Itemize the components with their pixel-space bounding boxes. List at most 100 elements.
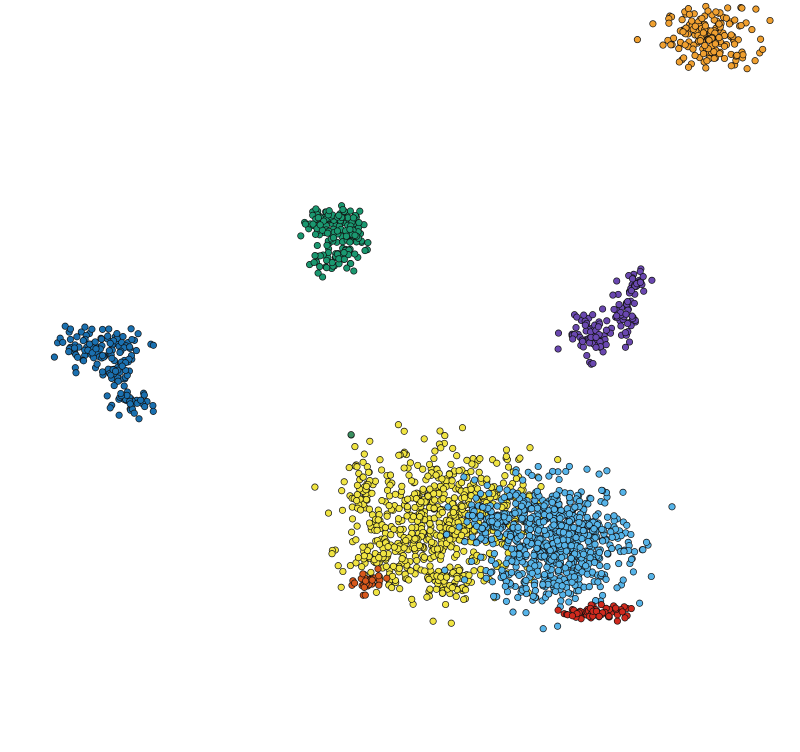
point-light-blue-lower-right-772 <box>494 512 502 520</box>
point-orange-top-right-162 <box>716 50 724 58</box>
point-yellow-lower-middle-541 <box>449 508 457 516</box>
point-light-blue-lower-right-516 <box>647 572 655 581</box>
point-yellow-lower-middle-676 <box>362 495 370 504</box>
point-light-blue-lower-right-639 <box>565 510 573 518</box>
point-yellow-lower-middle-538 <box>502 446 511 454</box>
point-yellow-lower-middle-688 <box>368 489 376 497</box>
point-green-upper-middle-175 <box>364 239 372 247</box>
point-yellow-lower-middle-523 <box>493 459 501 467</box>
point-yellow-lower-middle-431 <box>468 460 476 468</box>
point-light-blue-lower-right-765 <box>468 512 477 520</box>
point-yellow-lower-middle-103 <box>378 466 386 474</box>
point-light-blue-lower-right-548 <box>639 546 647 554</box>
point-light-blue-lower-right-520 <box>565 517 573 526</box>
point-purple-right-133 <box>630 299 638 307</box>
point-purple-right-54 <box>589 359 597 368</box>
point-orange-top-right-15 <box>724 4 732 12</box>
point-light-blue-lower-right-673 <box>585 521 593 529</box>
point-orange-top-right-153 <box>705 36 713 44</box>
point-purple-right-119 <box>636 278 644 286</box>
point-yellow-lower-middle-727 <box>432 585 440 593</box>
point-purple-right-86 <box>610 305 618 313</box>
point-orange-top-right-21 <box>720 54 729 63</box>
point-purple-right-134 <box>628 312 636 320</box>
point-orange-top-right-159 <box>691 22 699 30</box>
point-dark-blue-left-156 <box>120 382 128 390</box>
point-yellow-lower-middle-631 <box>360 552 368 560</box>
point-yellow-lower-middle-749 <box>443 573 451 581</box>
point-yellow-lower-middle-674 <box>353 491 361 499</box>
point-yellow-lower-middle-156 <box>470 567 478 575</box>
point-orange-top-right-156 <box>712 8 720 16</box>
cluster-yellow-lower-middle <box>311 421 573 627</box>
point-purple-right-130 <box>624 319 632 328</box>
point-orange-top-right-112 <box>720 42 729 50</box>
point-dark-blue-left-86 <box>91 338 99 346</box>
point-light-blue-lower-right-419 <box>619 576 627 584</box>
point-orange-red-small-17 <box>351 579 359 587</box>
point-dark-blue-left-66 <box>106 339 114 347</box>
point-yellow-lower-middle-401 <box>439 485 448 493</box>
point-light-blue-lower-right-699 <box>499 572 508 580</box>
point-yellow-lower-middle-619 <box>375 540 384 548</box>
point-light-blue-lower-right-746 <box>527 514 535 522</box>
point-light-blue-lower-right-738 <box>471 476 479 484</box>
point-yellow-lower-middle-271 <box>537 483 545 491</box>
point-green-upper-middle-125 <box>351 250 359 258</box>
point-dark-blue-left-16 <box>105 325 113 333</box>
point-light-blue-lower-right-220 <box>557 597 565 605</box>
point-orange-top-right-142 <box>680 54 688 62</box>
point-yellow-lower-middle-407 <box>378 497 386 505</box>
point-light-blue-lower-right-187 <box>565 462 573 470</box>
point-tiny-outlier-1 <box>347 431 355 439</box>
point-light-blue-lower-right-367 <box>613 584 621 592</box>
point-purple-right-95 <box>640 287 648 295</box>
point-purple-right-94 <box>613 312 621 320</box>
point-dark-blue-left-64 <box>66 325 75 333</box>
point-green-upper-middle-159 <box>340 249 348 257</box>
point-dark-blue-left-57 <box>79 337 87 345</box>
point-light-blue-lower-right-426 <box>599 537 607 545</box>
point-yellow-lower-middle-683 <box>353 463 361 471</box>
point-light-blue-lower-right-116 <box>603 562 611 571</box>
point-yellow-lower-middle-464 <box>403 503 411 511</box>
point-light-blue-lower-right-689 <box>598 486 606 494</box>
point-green-upper-middle-87 <box>335 211 343 219</box>
point-yellow-lower-middle-279 <box>414 461 422 469</box>
point-dark-blue-left-62 <box>132 347 140 355</box>
point-light-blue-lower-right-208 <box>493 502 501 510</box>
point-orange-top-right-69 <box>743 65 751 73</box>
point-yellow-lower-middle-525 <box>409 513 417 521</box>
point-purple-right-68 <box>592 343 600 351</box>
point-light-blue-lower-right-658 <box>501 582 509 590</box>
point-orange-top-right-126 <box>703 57 711 65</box>
point-light-blue-lower-right-596 <box>512 491 520 499</box>
point-light-blue-lower-right-601 <box>642 538 651 546</box>
point-light-blue-lower-right-531 <box>565 598 573 606</box>
point-yellow-lower-middle-132 <box>430 454 438 463</box>
point-yellow-lower-middle-544 <box>457 531 466 539</box>
point-light-blue-lower-right-571 <box>604 521 612 530</box>
point-light-blue-lower-right-695 <box>540 552 548 560</box>
point-yellow-lower-middle-578 <box>453 551 461 559</box>
point-purple-right-120 <box>624 298 632 306</box>
point-light-blue-lower-right-671 <box>543 563 551 571</box>
point-dark-blue-left-109 <box>98 368 107 376</box>
point-light-blue-lower-right-274 <box>512 499 520 508</box>
point-red-bottom-right-69 <box>595 612 603 620</box>
point-yellow-lower-middle-462 <box>390 525 398 533</box>
point-yellow-lower-middle-351 <box>324 509 333 517</box>
point-light-blue-lower-right-750 <box>494 529 502 537</box>
point-orange-top-right-167 <box>688 17 696 25</box>
point-light-blue-lower-right-690 <box>506 532 514 541</box>
point-purple-right-93 <box>613 277 621 285</box>
point-light-blue-lower-right-191 <box>571 594 579 603</box>
point-yellow-lower-middle-634 <box>354 554 362 562</box>
point-light-blue-lower-right-423 <box>619 488 627 496</box>
point-light-blue-lower-right-374 <box>608 545 616 553</box>
point-green-upper-middle-74 <box>301 220 309 228</box>
point-yellow-lower-middle-417 <box>512 475 520 483</box>
point-yellow-lower-middle-23 <box>431 447 439 455</box>
point-purple-right-91 <box>622 310 630 318</box>
point-orange-top-right-57 <box>675 58 683 66</box>
